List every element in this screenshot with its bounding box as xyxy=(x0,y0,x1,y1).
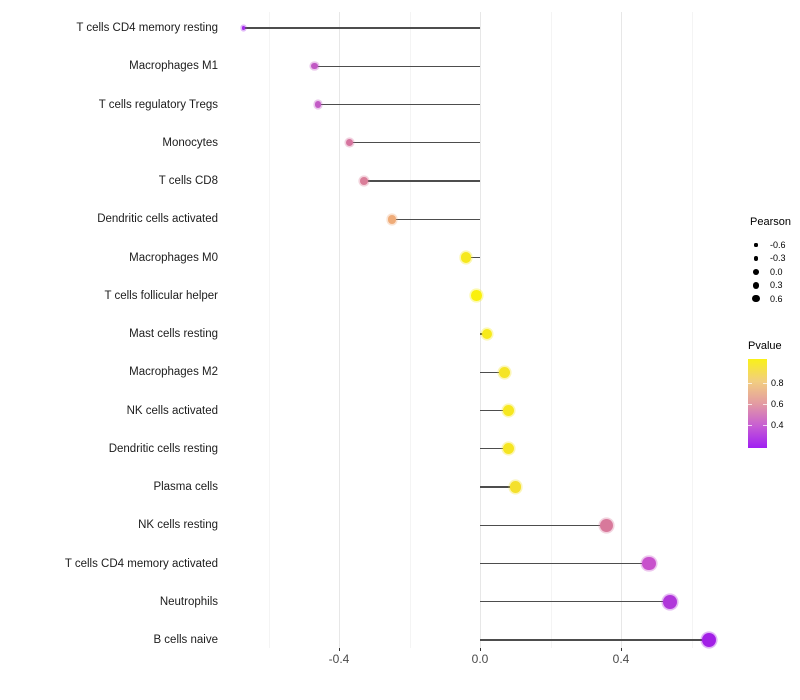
lollipop-dot xyxy=(499,366,511,378)
lollipop-dot xyxy=(242,26,246,30)
pearson-legend-label: 0.3 xyxy=(770,280,783,291)
lollipop-stick xyxy=(465,256,480,259)
pearson-legend-label: -0.3 xyxy=(770,253,786,264)
pearson-legend-dot xyxy=(754,243,758,247)
lollipop-dot xyxy=(359,177,368,185)
pearson-legend-label: 0.0 xyxy=(770,266,783,277)
y-axis-label: Neutrophils xyxy=(159,595,218,608)
y-axis-label: B cells naive xyxy=(153,634,218,646)
y-axis-label: NK cells resting xyxy=(138,519,218,532)
lollipop-stick xyxy=(314,65,480,67)
lollipop-dot xyxy=(387,214,397,224)
pvalue-tick-mark xyxy=(748,383,752,384)
lollipop-stick xyxy=(480,524,607,526)
lollipop-stick xyxy=(480,486,516,488)
gridline-minor xyxy=(550,12,552,648)
gridline-major xyxy=(339,12,340,648)
lollipop-stick xyxy=(480,448,509,450)
x-tick-label: -0.4 xyxy=(328,652,350,666)
x-tick-mark xyxy=(339,648,340,651)
lollipop-stick xyxy=(243,27,480,29)
pvalue-tick-mark xyxy=(763,383,767,384)
gridline-minor xyxy=(268,12,270,648)
gridline-major xyxy=(480,12,481,648)
y-axis-label: T cells CD4 memory activated xyxy=(64,557,218,570)
pvalue-gradient-bar xyxy=(748,359,767,448)
pvalue-legend-title: Pvalue xyxy=(748,340,782,352)
lollipop-stick xyxy=(480,601,671,603)
x-tick-label: 0.0 xyxy=(471,652,489,666)
pearson-legend-dot xyxy=(752,281,760,289)
y-axis-label: T cells regulatory Tregs xyxy=(98,98,218,111)
lollipop-stick xyxy=(317,103,480,106)
lollipop-stick xyxy=(349,142,480,144)
lollipop-dot xyxy=(701,632,717,648)
pearson-legend-dot xyxy=(753,268,759,275)
y-axis-label: Monocytes xyxy=(162,136,218,149)
pearson-legend-dot xyxy=(753,256,759,261)
lollipop-dot xyxy=(481,328,493,340)
gridline-major xyxy=(621,12,622,648)
lollipop-dot xyxy=(502,404,514,417)
lollipop-stick xyxy=(363,180,480,182)
lollipop-dot xyxy=(642,556,656,571)
y-axis-label: NK cells activated xyxy=(126,404,218,417)
gridline-minor xyxy=(691,12,693,648)
x-tick-label: 0.4 xyxy=(612,652,630,666)
pvalue-tick-label: 0.4 xyxy=(771,420,784,430)
gridline-minor xyxy=(409,12,411,648)
pearson-legend-label: 0.6 xyxy=(770,293,783,304)
lollipop-dot xyxy=(314,101,322,108)
y-axis-label: Macrophages M0 xyxy=(129,251,218,264)
pearson-legend-title: Pearson xyxy=(750,216,791,228)
pearson-legend-dot xyxy=(752,294,760,303)
pvalue-tick-mark xyxy=(748,425,752,426)
pearson-legend-label: -0.6 xyxy=(770,240,786,250)
y-axis-label: Macrophages M2 xyxy=(129,366,218,379)
lollipop-dot xyxy=(471,290,482,301)
y-axis-label: Dendritic cells resting xyxy=(108,442,218,455)
lollipop-stick xyxy=(391,218,480,220)
y-axis-label: Dendritic cells activated xyxy=(97,213,218,226)
lollipop-stick xyxy=(480,409,509,412)
x-tick-mark xyxy=(480,648,481,651)
lollipop-stick xyxy=(480,639,710,641)
y-axis-label: Mast cells resting xyxy=(129,328,218,340)
pvalue-tick-label: 0.8 xyxy=(771,378,784,388)
lollipop-dot xyxy=(600,518,614,532)
x-tick-mark xyxy=(621,648,622,651)
pvalue-tick-label: 0.6 xyxy=(771,399,784,409)
pvalue-tick-mark xyxy=(748,404,752,405)
y-axis-label: T cells follicular helper xyxy=(104,289,218,302)
lollipop-stick xyxy=(480,371,505,373)
pvalue-tick-mark xyxy=(763,404,767,405)
lollipop-dot xyxy=(460,252,472,263)
lollipop-stick xyxy=(480,562,650,565)
lollipop-dot xyxy=(509,481,521,493)
lollipop-dot xyxy=(345,139,354,147)
y-axis-label: T cells CD8 xyxy=(158,175,218,187)
lollipop-dot xyxy=(663,594,678,609)
lollipop-dot xyxy=(311,63,318,70)
lollipop-dot xyxy=(502,443,514,455)
pvalue-tick-mark xyxy=(763,425,767,426)
y-axis-label: Plasma cells xyxy=(153,481,218,493)
y-axis-label: T cells CD4 memory resting xyxy=(76,22,218,34)
y-axis-label: Macrophages M1 xyxy=(129,60,218,73)
